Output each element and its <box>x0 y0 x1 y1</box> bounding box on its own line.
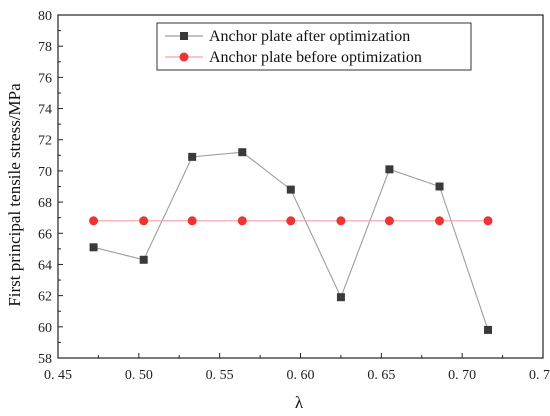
legend-marker <box>180 32 188 40</box>
data-point <box>139 216 149 226</box>
legend-label: Anchor plate before optimization <box>209 49 422 66</box>
x-tick-label: 0. 45 <box>44 368 72 383</box>
data-point <box>336 216 346 226</box>
y-tick-label: 64 <box>38 258 52 273</box>
data-point <box>188 152 197 161</box>
y-tick-label: 66 <box>38 227 52 242</box>
y-tick-label: 60 <box>38 321 52 336</box>
x-tick-label: 0. 70 <box>448 368 476 383</box>
data-point <box>384 216 394 226</box>
y-tick-label: 58 <box>38 352 52 367</box>
data-point <box>385 165 394 174</box>
series-line <box>93 151 489 331</box>
y-tick-label: 70 <box>38 165 52 180</box>
x-tick-label: 0. 60 <box>287 368 315 383</box>
data-point <box>238 148 247 157</box>
x-axis-title: λ <box>295 393 304 412</box>
series-1 <box>89 148 493 334</box>
y-tick-label: 76 <box>38 71 52 86</box>
y-tick-label: 62 <box>38 290 52 305</box>
x-tick-label: 0. 65 <box>367 368 395 383</box>
data-point <box>89 243 98 252</box>
legend-box <box>156 22 472 71</box>
legend-marker <box>179 52 189 62</box>
data-point <box>187 216 197 226</box>
legend: Anchor plate after optimization Anchor pl… <box>156 22 472 71</box>
y-tick-label: 78 <box>38 40 52 55</box>
data-point <box>435 216 445 226</box>
data-point <box>139 255 148 264</box>
y-tick-label: 72 <box>38 134 52 149</box>
axes: 0. 45 0. 50 0. 55 0. 60 0. 65 0. 70 0. 75 58 60 6… <box>38 9 550 383</box>
y-tick-label: 68 <box>38 196 52 211</box>
data-point <box>336 293 345 302</box>
series-layer <box>89 148 493 334</box>
x-tick-label: 0. 55 <box>206 368 234 383</box>
x-tick-label: 0. 50 <box>125 368 153 383</box>
data-point <box>483 216 493 226</box>
y-axis-title: First principal tensile stress/MPa <box>5 83 24 307</box>
data-point <box>435 182 444 191</box>
data-point <box>237 216 247 226</box>
data-point <box>286 216 296 226</box>
data-point <box>484 325 493 334</box>
x-tick-label: 0. 75 <box>529 368 550 383</box>
data-point <box>89 216 99 226</box>
data-point <box>286 185 295 194</box>
y-tick-label: 74 <box>38 103 52 118</box>
legend-label: Anchor plate after optimization <box>209 28 410 45</box>
series-2 <box>89 216 493 226</box>
y-tick-label: 80 <box>38 9 52 24</box>
